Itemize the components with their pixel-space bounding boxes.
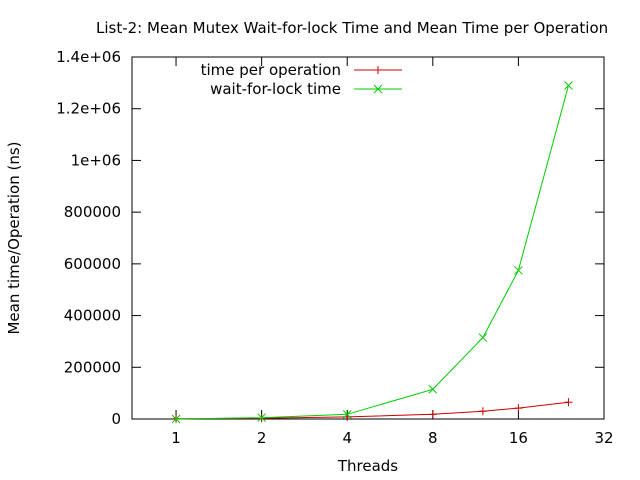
data-point (428, 410, 437, 419)
y-tick-label: 200000 (64, 358, 121, 376)
data-point (564, 81, 573, 90)
data-point (171, 414, 181, 424)
data-point (342, 409, 352, 419)
x-tick-label: 4 (342, 429, 352, 447)
y-tick-label: 0 (111, 410, 121, 428)
y-tick-label: 1.4e+06 (56, 48, 121, 66)
y-axis-label: Mean time/Operation (ns) (5, 141, 23, 334)
plot-frame (131, 56, 605, 420)
data-point (514, 265, 523, 275)
series-line (175, 85, 569, 420)
data-point (428, 384, 438, 394)
y-tick-label: 600000 (64, 255, 121, 273)
x-axis-label: Threads (337, 457, 398, 475)
y-tick-label: 800000 (64, 203, 121, 221)
x-axis: 1 2 4 8 16 32 (171, 57, 614, 447)
data-point (564, 398, 573, 407)
y-axis: 0 200000 400000 600000 800000 1e+06 1.2e+06 1.4… (56, 48, 604, 428)
x-tick-label: 2 (257, 429, 267, 447)
x-tick-label: 32 (594, 429, 613, 447)
legend-marker (373, 84, 383, 94)
legend-label: time per operation (201, 61, 341, 79)
data-point (478, 407, 487, 416)
series-layer (171, 81, 573, 424)
x-tick-label: 16 (509, 429, 528, 447)
series-line (175, 401, 569, 420)
y-tick-label: 400000 (64, 307, 121, 325)
chart-title: List-2: Mean Mutex Wait-for-lock Time an… (96, 19, 608, 37)
legend-label: wait-for-lock time (210, 80, 341, 98)
data-point (514, 404, 523, 413)
series-wait-for-lock-time (171, 81, 573, 424)
x-tick-label: 1 (171, 429, 181, 447)
data-point (257, 413, 266, 423)
y-tick-label: 1e+06 (71, 151, 121, 169)
x-tick-label: 8 (428, 429, 438, 447)
data-point (478, 333, 488, 342)
y-tick-label: 1.2e+06 (56, 100, 121, 118)
legend-marker (374, 66, 382, 74)
